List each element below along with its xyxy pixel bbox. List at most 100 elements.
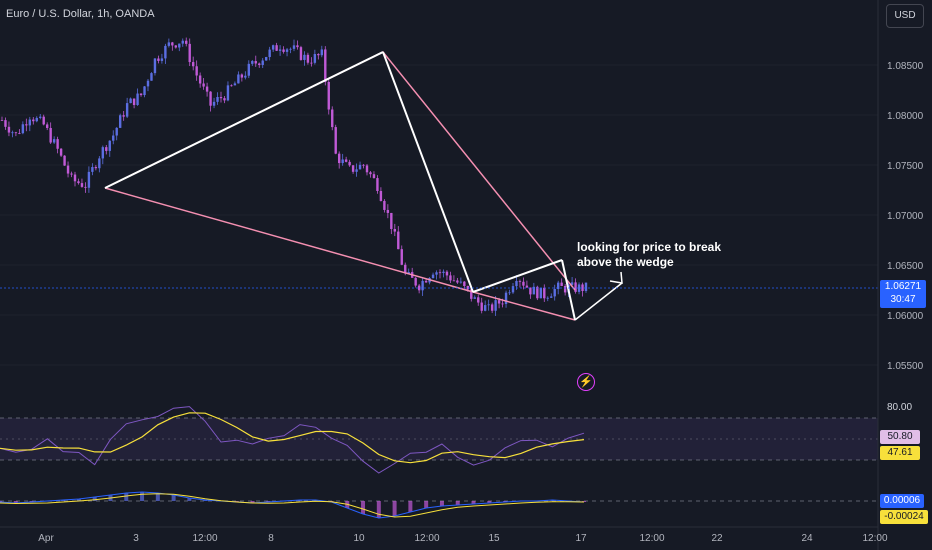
- candle-body: [546, 297, 549, 299]
- time-tick: 10: [353, 533, 365, 544]
- candle-body: [563, 286, 567, 293]
- candle-body: [442, 271, 445, 273]
- macd-bar: [13, 501, 18, 503]
- candle-body: [480, 302, 483, 311]
- macd-pane: [0, 491, 878, 519]
- candle-body: [178, 43, 181, 48]
- candle-body: [18, 133, 21, 134]
- time-tick: 15: [488, 533, 500, 544]
- candle-body: [497, 300, 501, 304]
- candle-body: [543, 287, 546, 299]
- candle-body: [532, 286, 536, 295]
- candle-body: [28, 119, 32, 126]
- candle-body: [118, 115, 122, 128]
- macd-bar: [424, 501, 429, 508]
- candle-body: [251, 61, 254, 64]
- time-tick: 12:00: [639, 533, 664, 544]
- candle-body: [435, 272, 438, 275]
- price-tick: 1.07000: [887, 211, 924, 222]
- current-price: 1.06271: [884, 281, 922, 292]
- macd-bar: [124, 493, 129, 501]
- candle-body: [404, 264, 407, 274]
- candle-body: [209, 91, 212, 106]
- macd-bar: [408, 501, 413, 512]
- candle-body: [299, 47, 303, 60]
- candle-body: [424, 280, 428, 283]
- candle-body: [285, 49, 289, 52]
- candle-body: [188, 43, 191, 63]
- price-tick: 1.08500: [887, 61, 924, 72]
- candle-body: [164, 45, 167, 59]
- candle-body: [327, 81, 330, 110]
- price-tick: 1.06500: [887, 261, 924, 272]
- macd-bar: [487, 501, 492, 503]
- macd-bar: [92, 497, 97, 501]
- candle-body: [296, 45, 299, 48]
- price-axis: 1.08500 1.08000 1.07500 1.07000 1.06500 1.060…: [887, 61, 924, 372]
- candle-body: [344, 159, 348, 162]
- candle-body: [21, 124, 25, 134]
- candle-body: [334, 127, 337, 154]
- candle-body: [351, 165, 355, 172]
- annotation-note[interactable]: looking for price to break above the wed…: [577, 240, 721, 270]
- candle-body: [470, 289, 473, 299]
- candle-body: [191, 62, 195, 67]
- candle-body: [153, 58, 157, 74]
- macd-bar: [29, 501, 34, 502]
- currency-button[interactable]: USD: [886, 4, 924, 28]
- flash-icon[interactable]: ⚡: [577, 373, 595, 391]
- time-tick: Apr: [38, 533, 54, 544]
- candle-body: [84, 186, 87, 188]
- candle-body: [490, 304, 494, 311]
- candle-body: [14, 132, 18, 134]
- price-tick: 1.06000: [887, 311, 924, 322]
- candle-body: [98, 158, 101, 169]
- candle-body: [397, 231, 400, 250]
- candle-body: [369, 172, 372, 175]
- candle-body: [105, 147, 108, 151]
- candle-body: [518, 280, 522, 282]
- candle-body: [341, 159, 344, 164]
- candle-body: [407, 272, 410, 274]
- candle-body: [282, 49, 285, 52]
- candle-body: [556, 282, 560, 289]
- candle-body: [494, 300, 497, 311]
- candle-body: [56, 139, 59, 149]
- candle-body: [258, 63, 261, 65]
- macd-bar: [439, 501, 444, 506]
- candle-body: [473, 297, 476, 299]
- candle-body: [577, 284, 581, 292]
- candle-body: [483, 305, 487, 311]
- candle-body: [268, 49, 271, 58]
- macd-bar: [455, 501, 460, 505]
- candle-body: [212, 101, 216, 106]
- candle-body: [522, 281, 525, 286]
- current-price-label: 1.06271 30:47: [880, 280, 926, 308]
- candle-body: [289, 48, 292, 50]
- candle-body: [466, 286, 470, 290]
- candle-body: [32, 119, 35, 122]
- annotation-line-1: looking for price to break: [577, 240, 722, 254]
- candle-body: [386, 209, 390, 213]
- macd-bar: [361, 501, 366, 514]
- candle-body: [400, 249, 403, 265]
- candle-body: [306, 54, 310, 63]
- candle-body: [125, 103, 129, 117]
- candle-body: [202, 83, 205, 87]
- candle-body: [372, 174, 376, 179]
- candle-body: [185, 40, 188, 44]
- candle-body: [275, 45, 278, 51]
- time-tick: 12:00: [192, 533, 217, 544]
- candle-body: [87, 171, 91, 188]
- candle-body: [219, 96, 223, 99]
- candle-body: [271, 45, 275, 50]
- candle-body: [529, 287, 532, 295]
- candle-body: [244, 75, 247, 78]
- candle-body: [539, 287, 543, 299]
- candles: [0, 37, 588, 316]
- candle-body: [101, 147, 105, 159]
- candle-body: [45, 124, 49, 128]
- candle-body: [438, 272, 442, 274]
- candle-body: [504, 292, 508, 304]
